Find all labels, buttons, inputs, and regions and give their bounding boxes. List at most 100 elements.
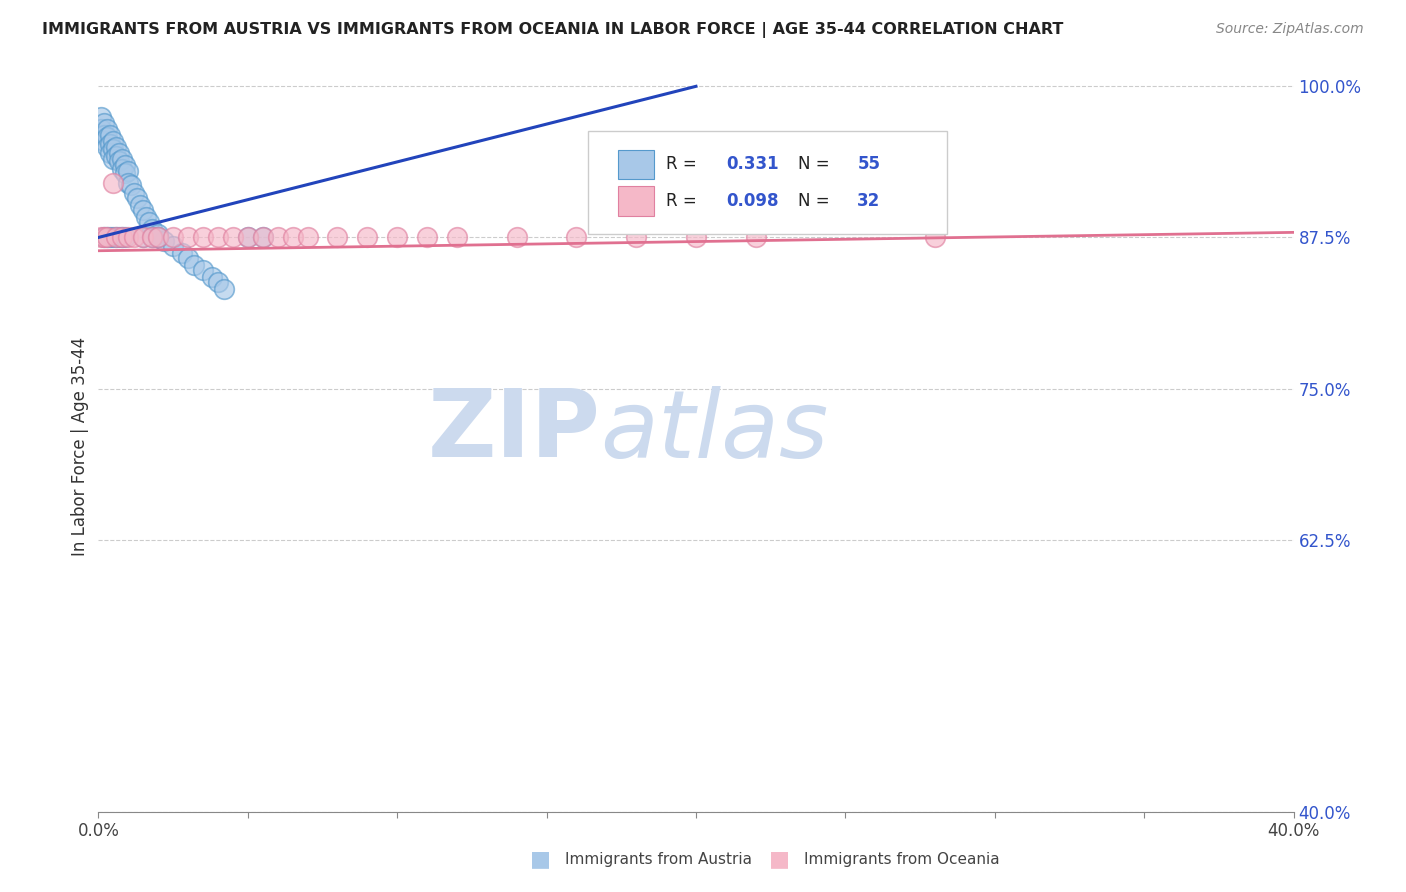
- Point: [124, 230, 146, 244]
- Point: [105, 140, 128, 154]
- Point: [207, 230, 229, 244]
- Point: [96, 230, 118, 244]
- Point: [129, 198, 152, 212]
- Point: [212, 282, 235, 296]
- Point: [90, 230, 112, 244]
- Point: [267, 230, 290, 244]
- Point: [103, 142, 125, 156]
- Text: ZIP: ZIP: [427, 385, 600, 477]
- Point: [98, 128, 122, 142]
- Text: Immigrants from Oceania: Immigrants from Oceania: [804, 852, 1000, 867]
- Point: [685, 230, 707, 244]
- Text: 32: 32: [858, 192, 880, 210]
- Point: [98, 137, 122, 152]
- Point: [124, 186, 146, 200]
- Point: [416, 230, 439, 244]
- Point: [90, 110, 112, 124]
- FancyBboxPatch shape: [589, 131, 948, 234]
- Point: [117, 176, 139, 190]
- Point: [108, 230, 131, 244]
- Point: [148, 230, 170, 244]
- Point: [127, 190, 149, 204]
- Point: [924, 230, 946, 244]
- Point: [105, 149, 128, 163]
- Text: R =: R =: [666, 155, 702, 173]
- Point: [132, 230, 155, 244]
- Point: [236, 230, 259, 244]
- Point: [93, 134, 115, 148]
- Point: [103, 152, 125, 166]
- Bar: [619, 186, 654, 216]
- Bar: [619, 150, 654, 179]
- Point: [117, 164, 139, 178]
- Point: [191, 230, 214, 244]
- Point: [356, 230, 378, 244]
- Point: [105, 230, 128, 244]
- Y-axis label: In Labor Force | Age 35-44: In Labor Force | Age 35-44: [70, 336, 89, 556]
- Point: [93, 128, 115, 142]
- Point: [103, 134, 125, 148]
- Text: N =: N =: [797, 192, 834, 210]
- Point: [626, 230, 648, 244]
- Point: [141, 230, 163, 244]
- Point: [252, 230, 274, 244]
- Point: [111, 161, 134, 176]
- Text: Source: ZipAtlas.com: Source: ZipAtlas.com: [1216, 22, 1364, 37]
- Point: [114, 158, 136, 172]
- Point: [385, 230, 409, 244]
- Point: [745, 230, 768, 244]
- Point: [148, 227, 170, 241]
- Point: [120, 178, 142, 193]
- Point: [172, 246, 194, 260]
- Point: [281, 230, 304, 244]
- Point: [326, 230, 349, 244]
- Point: [207, 275, 229, 289]
- Point: [108, 145, 131, 160]
- Text: ■: ■: [530, 849, 551, 870]
- Point: [446, 230, 468, 244]
- Text: 0.098: 0.098: [725, 192, 779, 210]
- Point: [105, 230, 128, 244]
- Point: [201, 270, 224, 285]
- Point: [236, 230, 259, 244]
- Point: [114, 230, 136, 244]
- Point: [191, 263, 214, 277]
- Point: [141, 230, 163, 244]
- Point: [162, 230, 184, 244]
- Point: [117, 230, 139, 244]
- Point: [132, 230, 155, 244]
- Point: [93, 230, 115, 244]
- Point: [252, 230, 274, 244]
- Point: [111, 152, 134, 166]
- Point: [98, 145, 122, 160]
- Text: R =: R =: [666, 192, 702, 210]
- Point: [177, 251, 200, 265]
- Point: [96, 121, 118, 136]
- Point: [153, 234, 176, 248]
- Point: [98, 230, 122, 244]
- Point: [96, 130, 118, 145]
- Point: [111, 230, 134, 244]
- Text: 55: 55: [858, 155, 880, 173]
- Point: [108, 154, 131, 169]
- Text: atlas: atlas: [600, 386, 828, 477]
- Point: [93, 230, 115, 244]
- Text: N =: N =: [797, 155, 834, 173]
- Point: [138, 215, 160, 229]
- Text: Immigrants from Austria: Immigrants from Austria: [565, 852, 752, 867]
- Point: [93, 115, 115, 129]
- Point: [96, 140, 118, 154]
- Point: [96, 230, 118, 244]
- Point: [148, 230, 170, 244]
- Point: [132, 202, 155, 217]
- Point: [565, 230, 588, 244]
- Point: [506, 230, 529, 244]
- Point: [162, 239, 184, 253]
- Point: [111, 230, 134, 244]
- Text: IMMIGRANTS FROM AUSTRIA VS IMMIGRANTS FROM OCEANIA IN LABOR FORCE | AGE 35-44 CO: IMMIGRANTS FROM AUSTRIA VS IMMIGRANTS FR…: [42, 22, 1063, 38]
- Point: [177, 230, 200, 244]
- Point: [141, 222, 163, 236]
- Point: [103, 176, 125, 190]
- Point: [222, 230, 245, 244]
- Point: [135, 210, 157, 224]
